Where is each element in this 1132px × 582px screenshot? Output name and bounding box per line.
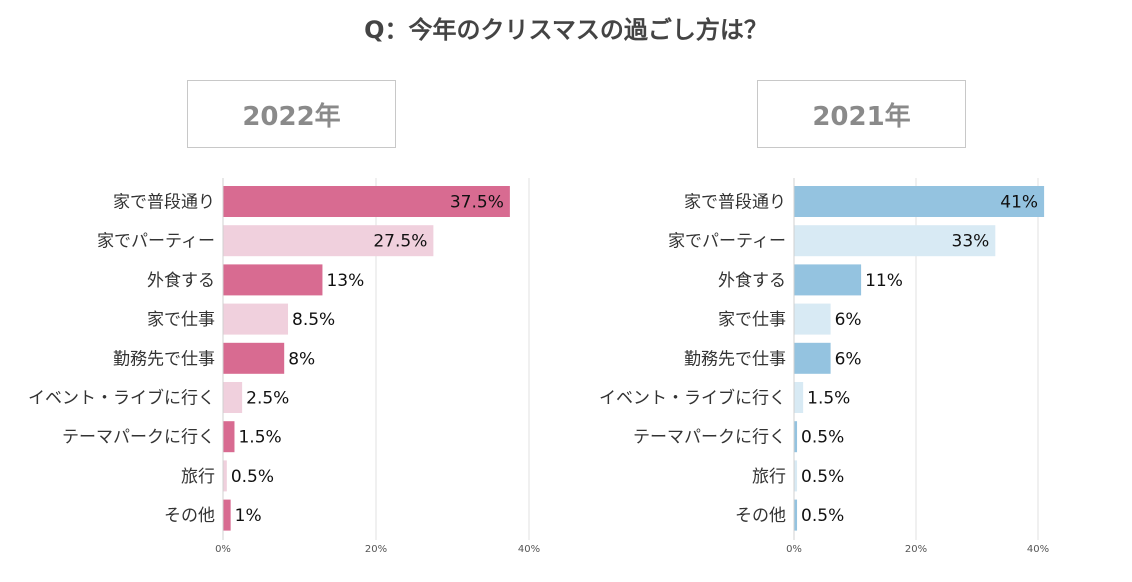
bar-2022-2 bbox=[223, 264, 323, 296]
category-label-2021-4: 勤務先で仕事 bbox=[684, 349, 786, 369]
bar-2022-1 bbox=[223, 225, 434, 257]
value-label-2021-7: 0.5% bbox=[801, 467, 844, 487]
bar-2022-5 bbox=[223, 382, 243, 413]
category-label-2021-3: 家で仕事 bbox=[718, 310, 786, 330]
value-label-2022-0: 37.5% bbox=[450, 193, 504, 213]
bar-2021-6 bbox=[794, 421, 798, 453]
tick-label-2021-20: 20% bbox=[905, 544, 927, 555]
bar-2021-0 bbox=[794, 186, 1045, 217]
value-label-2022-1: 27.5% bbox=[373, 232, 427, 252]
category-label-2022-0: 家で普段通り bbox=[113, 193, 215, 213]
category-label-2022-2: 外食する bbox=[147, 271, 215, 291]
value-label-2021-5: 1.5% bbox=[807, 389, 850, 409]
bar-2022-7 bbox=[223, 460, 227, 492]
value-label-2022-5: 2.5% bbox=[246, 389, 289, 409]
bar-2022-3 bbox=[223, 303, 289, 335]
bar-2022-6 bbox=[223, 421, 235, 453]
category-label-2021-6: テーマパークに行く bbox=[633, 428, 786, 448]
bar-2022-8 bbox=[223, 499, 231, 531]
value-label-2021-0: 41% bbox=[1000, 193, 1038, 213]
value-label-2022-6: 1.5% bbox=[238, 428, 281, 448]
category-label-2021-8: その他 bbox=[735, 506, 786, 526]
tick-label-2022-0: 0% bbox=[215, 544, 231, 555]
category-label-2022-8: その他 bbox=[164, 506, 215, 526]
bar-2021-1 bbox=[794, 225, 996, 257]
category-label-2021-7: 旅行 bbox=[752, 467, 786, 487]
tick-label-2021-40: 40% bbox=[1027, 544, 1049, 555]
year-box-2021: 2021年 bbox=[757, 80, 966, 148]
category-label-2022-1: 家でパーティー bbox=[97, 232, 215, 252]
bar-2021-7 bbox=[794, 460, 798, 492]
value-label-2021-6: 0.5% bbox=[801, 428, 844, 448]
value-label-2022-7: 0.5% bbox=[231, 467, 274, 487]
value-label-2021-3: 6% bbox=[835, 310, 862, 330]
value-label-2021-4: 6% bbox=[835, 349, 862, 369]
value-label-2021-1: 33% bbox=[952, 232, 990, 252]
bar-2021-2 bbox=[794, 264, 862, 296]
value-label-2021-2: 11% bbox=[865, 271, 903, 291]
year-box-2022: 2022年 bbox=[187, 80, 396, 148]
category-label-2022-3: 家で仕事 bbox=[147, 310, 215, 330]
value-label-2022-2: 13% bbox=[326, 271, 364, 291]
bar-2021-5 bbox=[794, 382, 804, 413]
category-label-2022-6: テーマパークに行く bbox=[62, 428, 215, 448]
bar-2021-8 bbox=[794, 499, 798, 531]
category-label-2021-2: 外食する bbox=[718, 271, 786, 291]
tick-label-2022-40: 40% bbox=[518, 544, 540, 555]
value-label-2021-8: 0.5% bbox=[801, 506, 844, 526]
value-label-2022-8: 1% bbox=[235, 506, 262, 526]
bar-2021-3 bbox=[794, 303, 831, 335]
category-label-2021-0: 家で普段通り bbox=[684, 193, 786, 213]
category-label-2022-5: イベント・ライブに行く bbox=[28, 388, 215, 409]
category-label-2022-4: 勤務先で仕事 bbox=[113, 349, 215, 369]
value-label-2022-4: 8% bbox=[288, 349, 315, 369]
category-label-2021-5: イベント・ライブに行く bbox=[599, 388, 786, 409]
bar-2021-4 bbox=[794, 342, 831, 374]
category-label-2022-7: 旅行 bbox=[181, 467, 215, 487]
tick-label-2021-0: 0% bbox=[786, 544, 802, 555]
value-label-2022-3: 8.5% bbox=[292, 310, 335, 330]
page-title: Q：今年のクリスマスの過ごし方は？ bbox=[364, 16, 768, 44]
category-label-2021-1: 家でパーティー bbox=[668, 232, 786, 252]
bar-2022-0 bbox=[223, 186, 510, 217]
tick-label-2022-20: 20% bbox=[365, 544, 387, 555]
bar-2022-4 bbox=[223, 342, 285, 374]
